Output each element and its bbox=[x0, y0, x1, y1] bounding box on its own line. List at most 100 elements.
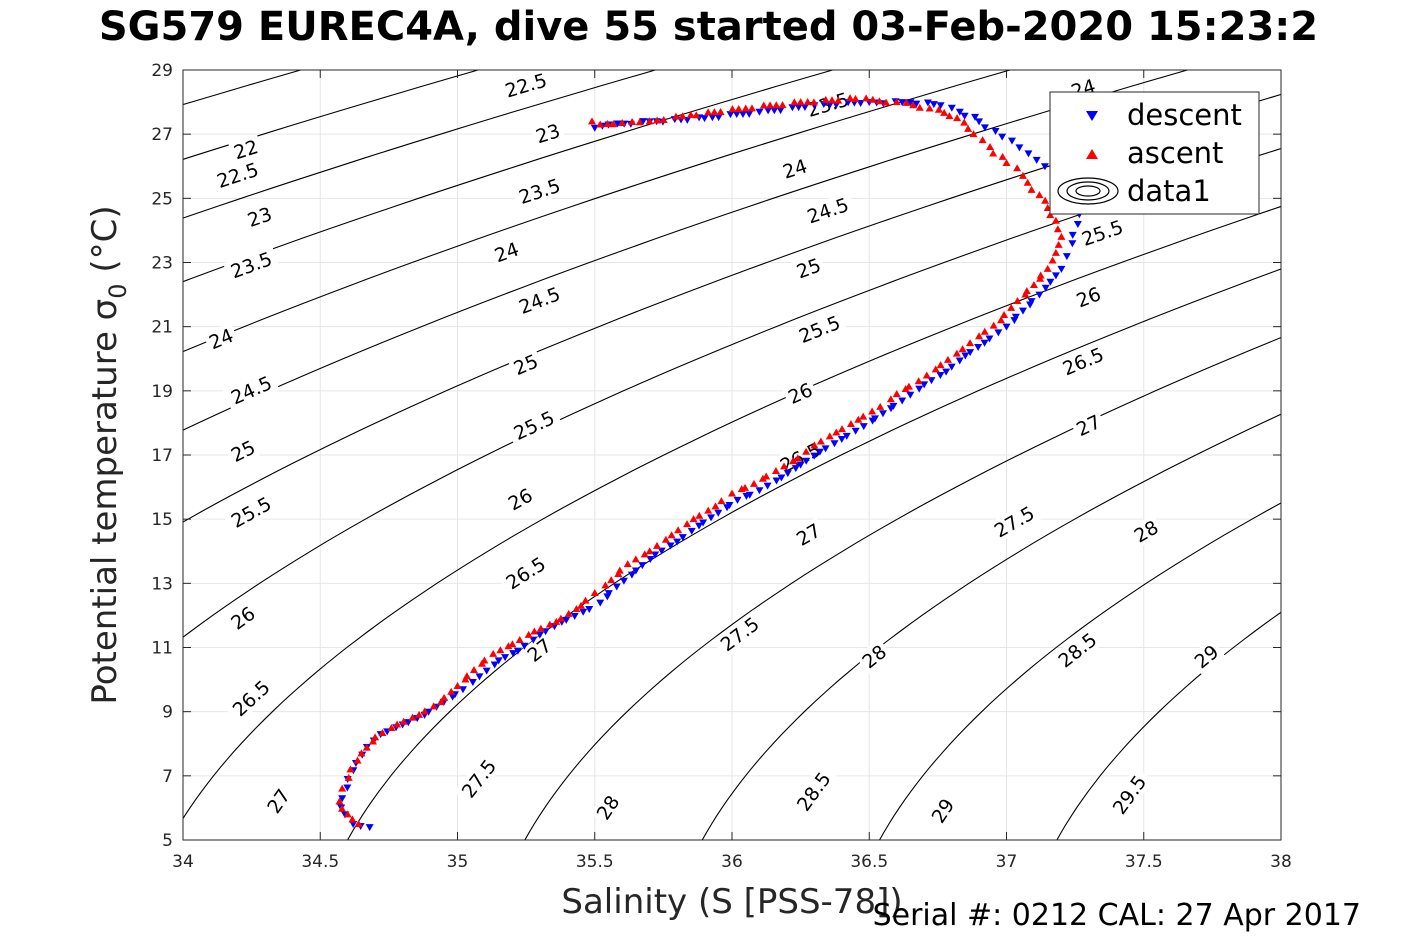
y-tick-label: 21 bbox=[151, 318, 173, 338]
contour-label-bg bbox=[497, 67, 554, 103]
ascent-point-84 bbox=[876, 402, 885, 410]
ascent-point-41 bbox=[564, 609, 573, 617]
descent-point-48 bbox=[619, 577, 628, 585]
descent-point-79 bbox=[830, 440, 839, 448]
y-tick-label: 7 bbox=[162, 767, 173, 787]
descent-point-51 bbox=[638, 562, 647, 570]
ascent-point-33 bbox=[508, 640, 517, 648]
ascent-point-27 bbox=[469, 665, 478, 673]
legend-descent-marker bbox=[1086, 111, 1098, 121]
contour-label-bg bbox=[855, 638, 893, 675]
contour-line-3 bbox=[183, 70, 481, 160]
descent-point-134 bbox=[975, 118, 984, 126]
descent-point-138 bbox=[947, 104, 956, 112]
contour-label-bg bbox=[986, 499, 1043, 544]
descent-point-93 bbox=[927, 377, 936, 385]
descent-point-34 bbox=[520, 642, 529, 650]
x-tick-label: 38 bbox=[1270, 852, 1292, 872]
ascent-point-40 bbox=[556, 614, 565, 622]
ascent-point-154 bbox=[778, 101, 787, 109]
descent-point-71 bbox=[777, 474, 786, 482]
contour-label-bg bbox=[777, 153, 813, 184]
ascent-point-164 bbox=[704, 108, 713, 116]
descent-point-73 bbox=[791, 465, 800, 473]
descent-point-32 bbox=[509, 650, 518, 658]
ascent-point-102 bbox=[1007, 303, 1016, 311]
y-tick-label: 17 bbox=[151, 446, 173, 466]
ascent-point-139 bbox=[902, 98, 911, 106]
serial-cal-info: Serial #: 0212 CAL: 27 Apr 2017 bbox=[872, 898, 1361, 933]
descent-point-103 bbox=[994, 329, 1003, 337]
y-axis-label: Potential temperature σ0 (°C) bbox=[85, 205, 132, 704]
contour-label-bg bbox=[791, 309, 848, 349]
ascent-point-172 bbox=[635, 118, 644, 126]
ascent-point-153 bbox=[790, 98, 799, 106]
ascent-point-122 bbox=[1018, 171, 1027, 179]
descent-point-53 bbox=[651, 551, 660, 559]
descent-point-81 bbox=[842, 432, 851, 440]
ascent-point-58 bbox=[683, 520, 692, 528]
grid-lines bbox=[182, 69, 1282, 841]
ascent-point-92 bbox=[936, 361, 945, 369]
descent-point-127 bbox=[1032, 156, 1041, 164]
ascent-point-157 bbox=[759, 101, 768, 109]
ascent-point-109 bbox=[1043, 264, 1052, 272]
ascent-point-86 bbox=[892, 390, 901, 398]
ascent-point-138 bbox=[909, 101, 918, 109]
legend: descent ascent data1 bbox=[1049, 91, 1260, 215]
series-descent bbox=[337, 98, 1084, 832]
descent-point-131 bbox=[998, 133, 1007, 141]
descent-point-82 bbox=[851, 427, 860, 435]
contour-line-15 bbox=[1056, 611, 1281, 840]
ascent-point-99 bbox=[989, 321, 998, 329]
descent-point-31 bbox=[501, 654, 510, 662]
descent-point-28 bbox=[482, 667, 491, 675]
axis-ticks: 34 34.5 35 35.5 36 36.5 37 37.5 38 5 7 9 11 13 15 17 19 2… bbox=[151, 61, 1291, 872]
ascent-point-98 bbox=[980, 327, 989, 335]
ascent-point-36 bbox=[530, 627, 539, 635]
ascent-point-88 bbox=[904, 382, 913, 390]
contour-label-bg bbox=[1070, 408, 1107, 442]
ascent-point-137 bbox=[915, 103, 924, 111]
ascent-point-148 bbox=[827, 96, 836, 104]
descent-point-17 bbox=[404, 719, 413, 727]
contour-label-bg bbox=[241, 201, 278, 232]
ascent-point-24 bbox=[453, 682, 462, 689]
contour-label-bg bbox=[789, 517, 827, 552]
ascent-point-144 bbox=[862, 94, 871, 102]
descent-point-52 bbox=[646, 556, 655, 564]
ascent-point-132 bbox=[953, 114, 962, 122]
legend-descent-label: descent bbox=[1127, 98, 1242, 132]
ascent-point-52 bbox=[640, 550, 649, 558]
contour-line-12 bbox=[524, 336, 1281, 840]
ascent-point-2 bbox=[343, 810, 352, 818]
contour-label-bg bbox=[497, 549, 554, 597]
ascent-point-141 bbox=[882, 98, 891, 106]
y-tick-label: 19 bbox=[151, 382, 173, 402]
y-tick-label: 25 bbox=[151, 189, 173, 209]
ascent-point-26 bbox=[462, 672, 471, 680]
ascent-point-91 bbox=[931, 365, 940, 373]
descent-point-110 bbox=[1035, 291, 1044, 299]
ascent-point-30 bbox=[489, 649, 498, 657]
ascent-point-152 bbox=[796, 98, 805, 106]
descent-point-165 bbox=[732, 111, 741, 119]
ascent-point-116 bbox=[1046, 211, 1055, 219]
descent-point-43 bbox=[585, 606, 594, 613]
ascent-point-113 bbox=[1057, 232, 1066, 240]
series-ascent bbox=[335, 94, 1066, 827]
descent-point-109 bbox=[1027, 298, 1036, 306]
x-axis-label: Salinity (S [PSS-78]) bbox=[561, 882, 902, 922]
ascent-point-6 bbox=[344, 773, 353, 781]
descent-point-57 bbox=[678, 534, 687, 542]
descent-point-0 bbox=[365, 824, 374, 832]
descent-point-166 bbox=[726, 111, 735, 119]
descent-point-64 bbox=[725, 501, 734, 509]
ascent-point-83 bbox=[868, 407, 877, 415]
ascent-point-12 bbox=[371, 733, 380, 741]
descent-point-36 bbox=[535, 631, 544, 639]
ascent-point-61 bbox=[704, 506, 713, 514]
contour-label-bg bbox=[223, 245, 280, 285]
ascent-point-134 bbox=[940, 108, 949, 116]
ascent-point-39 bbox=[552, 617, 561, 625]
